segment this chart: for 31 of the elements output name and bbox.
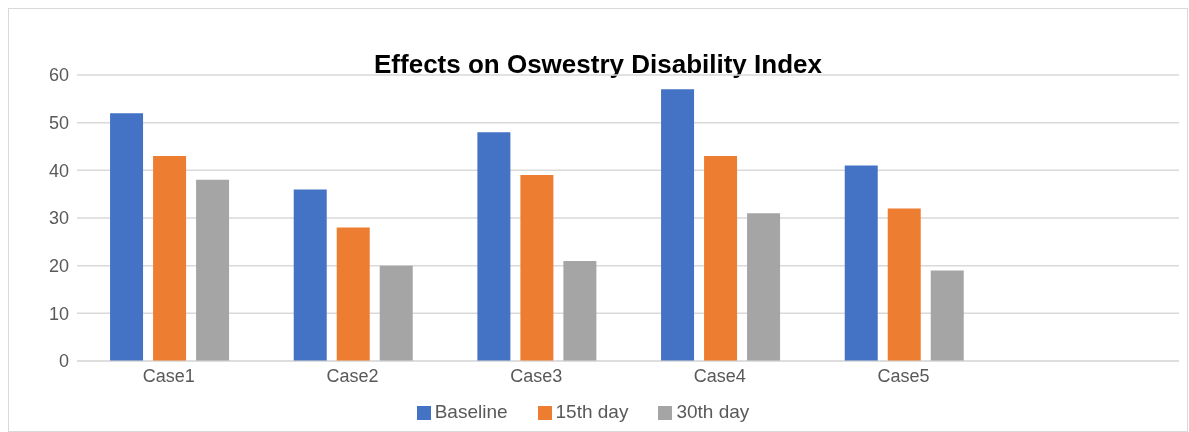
y-tick-label: 60 (48, 65, 69, 86)
bar (844, 165, 878, 361)
legend-label: 15th day (555, 401, 629, 422)
bar (153, 156, 187, 361)
legend-label: 30th day (676, 401, 750, 422)
y-tick-label: 20 (48, 256, 69, 277)
bar (887, 208, 921, 361)
y-tick-label: 50 (48, 113, 69, 134)
bar (520, 175, 554, 361)
bar (336, 227, 370, 361)
bar (563, 260, 597, 361)
x-tick-label: Case3 (510, 365, 563, 386)
bar (930, 270, 964, 361)
legend-label: Baseline (434, 401, 508, 422)
bar (747, 213, 781, 361)
x-tick-label: Case4 (693, 365, 746, 386)
bar (661, 89, 695, 361)
y-tick-label: 40 (48, 160, 69, 181)
y-tick-label: 10 (48, 303, 69, 324)
bar (293, 189, 327, 361)
y-tick-label: 30 (48, 208, 69, 229)
x-tick-label: Case1 (142, 365, 195, 386)
x-tick-label: Case5 (877, 365, 930, 386)
chart-title: Effects on Oswestry Disability Index (374, 49, 822, 79)
bar (477, 132, 511, 361)
y-tick-label: 0 (58, 351, 69, 372)
x-tick-label: Case2 (326, 365, 379, 386)
bar (704, 156, 738, 361)
bar (379, 265, 413, 361)
bar (196, 179, 230, 361)
bar (110, 113, 144, 361)
